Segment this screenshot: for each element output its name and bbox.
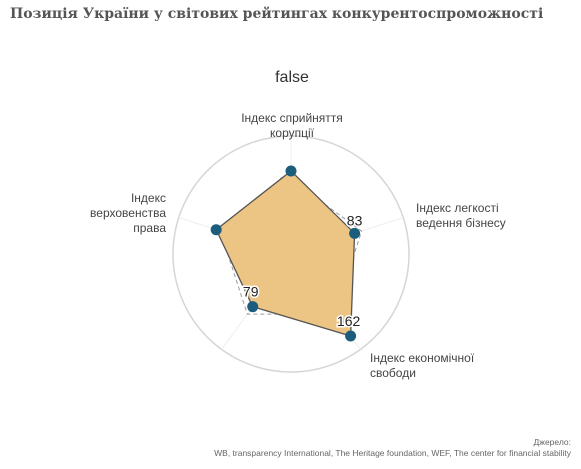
axis-label-0: Індекс сприйняття корупції [241,111,343,140]
source-text: WB, transparency International, The Heri… [214,448,571,458]
source-label: Джерело: [533,437,572,447]
data-label-3: 79 [243,284,259,300]
data-point-3 [247,301,259,313]
data-point-4 [210,224,222,236]
page-title: Позиція України у світових рейтингах кон… [10,6,544,22]
axis-label-2: Індекс економічної свободи [370,351,475,380]
data-point-1 [349,227,361,239]
source-note: Джерело: WB, transparency International,… [214,437,571,459]
chart-title: false [275,69,309,86]
axis-label-4: Індекс верховенства права [90,191,166,235]
data-area [215,170,356,337]
data-point-0 [285,165,297,177]
data-label-1: 83 [347,212,363,228]
axis-label-1: Індекс легкості ведення бізнесу [416,201,506,230]
data-label-2: 162 [337,313,361,329]
data-point-2 [345,330,357,342]
